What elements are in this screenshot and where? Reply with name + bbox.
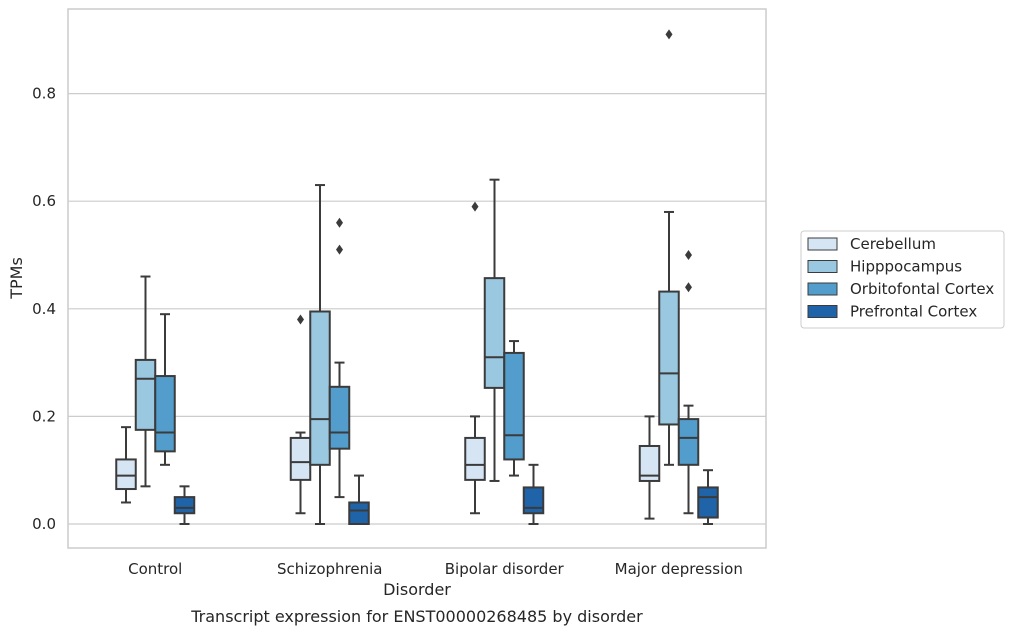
outlier-point: [336, 244, 343, 255]
x-tick-labels: Control Schizophrenia Bipolar disorder Majo…: [128, 560, 743, 578]
box-prefrontal-cortex: [522, 463, 545, 525]
plot-background: [68, 9, 766, 548]
y-tick-label: 0.8: [32, 85, 56, 103]
iqr-box: [328, 385, 351, 450]
iqr-box: [638, 444, 661, 482]
x-tick-label: Bipolar disorder: [445, 560, 565, 578]
box-cerebellum: [289, 314, 312, 515]
legend-label: Hipppocampus: [850, 258, 962, 276]
x-tick-label: Major depression: [615, 560, 743, 578]
box-orbitofontal-cortex: [328, 217, 351, 499]
legend-frame: [800, 230, 1005, 329]
box-cerebellum: [464, 201, 486, 515]
legend: Cerebellum Hipppocampus Orbitofontal Corte…: [800, 230, 1005, 329]
y-tick-label: 0.6: [32, 192, 56, 210]
box-orbitofontal-cortex: [677, 250, 700, 515]
iqr-box: [115, 458, 137, 491]
chart-caption: Transcript expression for ENST0000026848…: [190, 607, 643, 626]
iqr-box: [658, 290, 680, 426]
outlier-point: [336, 217, 343, 228]
legend-label: Prefrontal Cortex: [850, 303, 977, 321]
box-prefrontal-cortex: [348, 474, 370, 526]
legend-swatch: [807, 237, 838, 251]
legend-label: Cerebellum: [850, 235, 936, 253]
outlier-point: [685, 250, 692, 260]
box-hipppocampus: [658, 29, 680, 466]
x-tick-label: Schizophrenia: [277, 560, 382, 578]
iqr-box: [348, 501, 370, 526]
iqr-box: [503, 351, 525, 461]
iqr-box: [522, 486, 545, 515]
outlier-point: [685, 282, 692, 293]
iqr-box: [154, 375, 176, 453]
box-prefrontal-cortex: [697, 469, 719, 525]
x-axis-label: Disorder: [383, 580, 451, 599]
iqr-box: [289, 436, 312, 481]
y-tick-label: 0.4: [32, 300, 56, 318]
legend-swatch: [807, 260, 838, 273]
box-orbitofontal-cortex: [154, 313, 176, 466]
legend-swatch: [807, 305, 838, 318]
box-cerebellum: [638, 415, 661, 520]
legend-swatch: [807, 282, 838, 296]
box-hipppocampus: [309, 184, 331, 525]
outlier-point: [297, 314, 304, 325]
iqr-box: [134, 358, 157, 431]
outlier-point: [471, 201, 479, 212]
y-axis-label: TPMs: [7, 257, 26, 300]
iqr-box: [309, 310, 331, 466]
plot-frame: [67, 8, 767, 549]
y-tick-labels: 0.0 0.2 0.4 0.6 0.8: [32, 85, 56, 533]
box-groups: [115, 29, 719, 526]
y-tick-label: 0.2: [32, 407, 56, 425]
box-hipppocampus: [483, 178, 506, 482]
box-cerebellum: [115, 426, 137, 504]
x-tick-label: Control: [128, 560, 182, 578]
iqr-box: [483, 277, 506, 389]
iqr-box: [464, 436, 486, 481]
outlier-point: [665, 29, 673, 40]
iqr-box: [697, 486, 719, 519]
y-tick-label: 0.0: [32, 515, 56, 533]
box-orbitofontal-cortex: [503, 340, 525, 477]
iqr-box: [173, 496, 196, 515]
legend-label: Orbitofontal Cortex: [850, 280, 994, 298]
box-prefrontal-cortex: [173, 485, 196, 525]
iqr-box: [677, 418, 700, 466]
